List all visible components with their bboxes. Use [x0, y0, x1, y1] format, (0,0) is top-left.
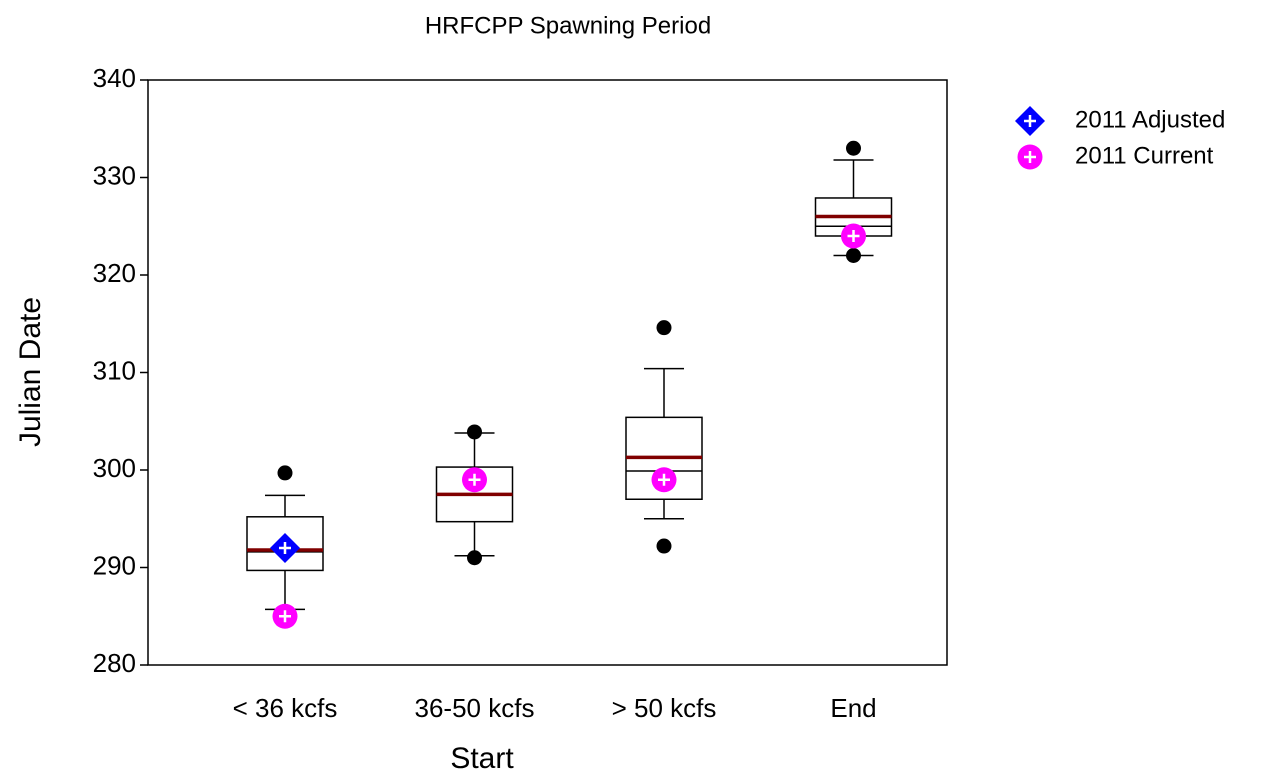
y-tick-label: 290 — [93, 550, 136, 580]
legend-marker-part — [1024, 115, 1036, 127]
outlier — [846, 140, 861, 156]
x-tick-label: < 36 kcfs — [233, 693, 338, 723]
y-tick-label: 340 — [93, 63, 136, 93]
y-tick-label: 330 — [93, 160, 136, 190]
y-tick-label: 310 — [93, 355, 136, 385]
outlier — [467, 424, 482, 440]
x-tick-label: 36-50 kcfs — [415, 693, 535, 723]
point — [462, 467, 487, 493]
point — [272, 603, 298, 629]
x-tick-label: > 50 kcfs — [612, 693, 717, 723]
point-part — [658, 473, 670, 486]
outlier — [656, 320, 672, 336]
point-part — [847, 230, 860, 242]
plot-frame — [147, 79, 948, 666]
legend-label: 2011 Current — [1075, 142, 1214, 169]
legend-marker-part — [1024, 151, 1036, 163]
x-axis-label: Start — [450, 742, 514, 775]
legend-label: 2011 Adjusted — [1075, 106, 1225, 133]
y-tick-label: 320 — [93, 258, 136, 288]
point-part — [279, 542, 291, 554]
outlier — [656, 538, 672, 554]
outlier — [467, 550, 482, 566]
x-tick-label: End — [830, 693, 876, 723]
y-axis-label: Julian Date — [14, 297, 47, 447]
point — [651, 467, 677, 493]
point-part — [468, 473, 481, 486]
y-tick-label: 280 — [93, 648, 136, 678]
outlier — [277, 465, 293, 481]
point — [841, 223, 866, 249]
point — [270, 533, 300, 563]
y-tick-label: 300 — [93, 453, 136, 483]
outlier — [846, 248, 861, 263]
legend-marker — [1015, 106, 1045, 136]
legend-marker — [1017, 144, 1043, 170]
chart-title: HRFCPP Spawning Period — [425, 12, 711, 39]
point-part — [279, 610, 291, 623]
